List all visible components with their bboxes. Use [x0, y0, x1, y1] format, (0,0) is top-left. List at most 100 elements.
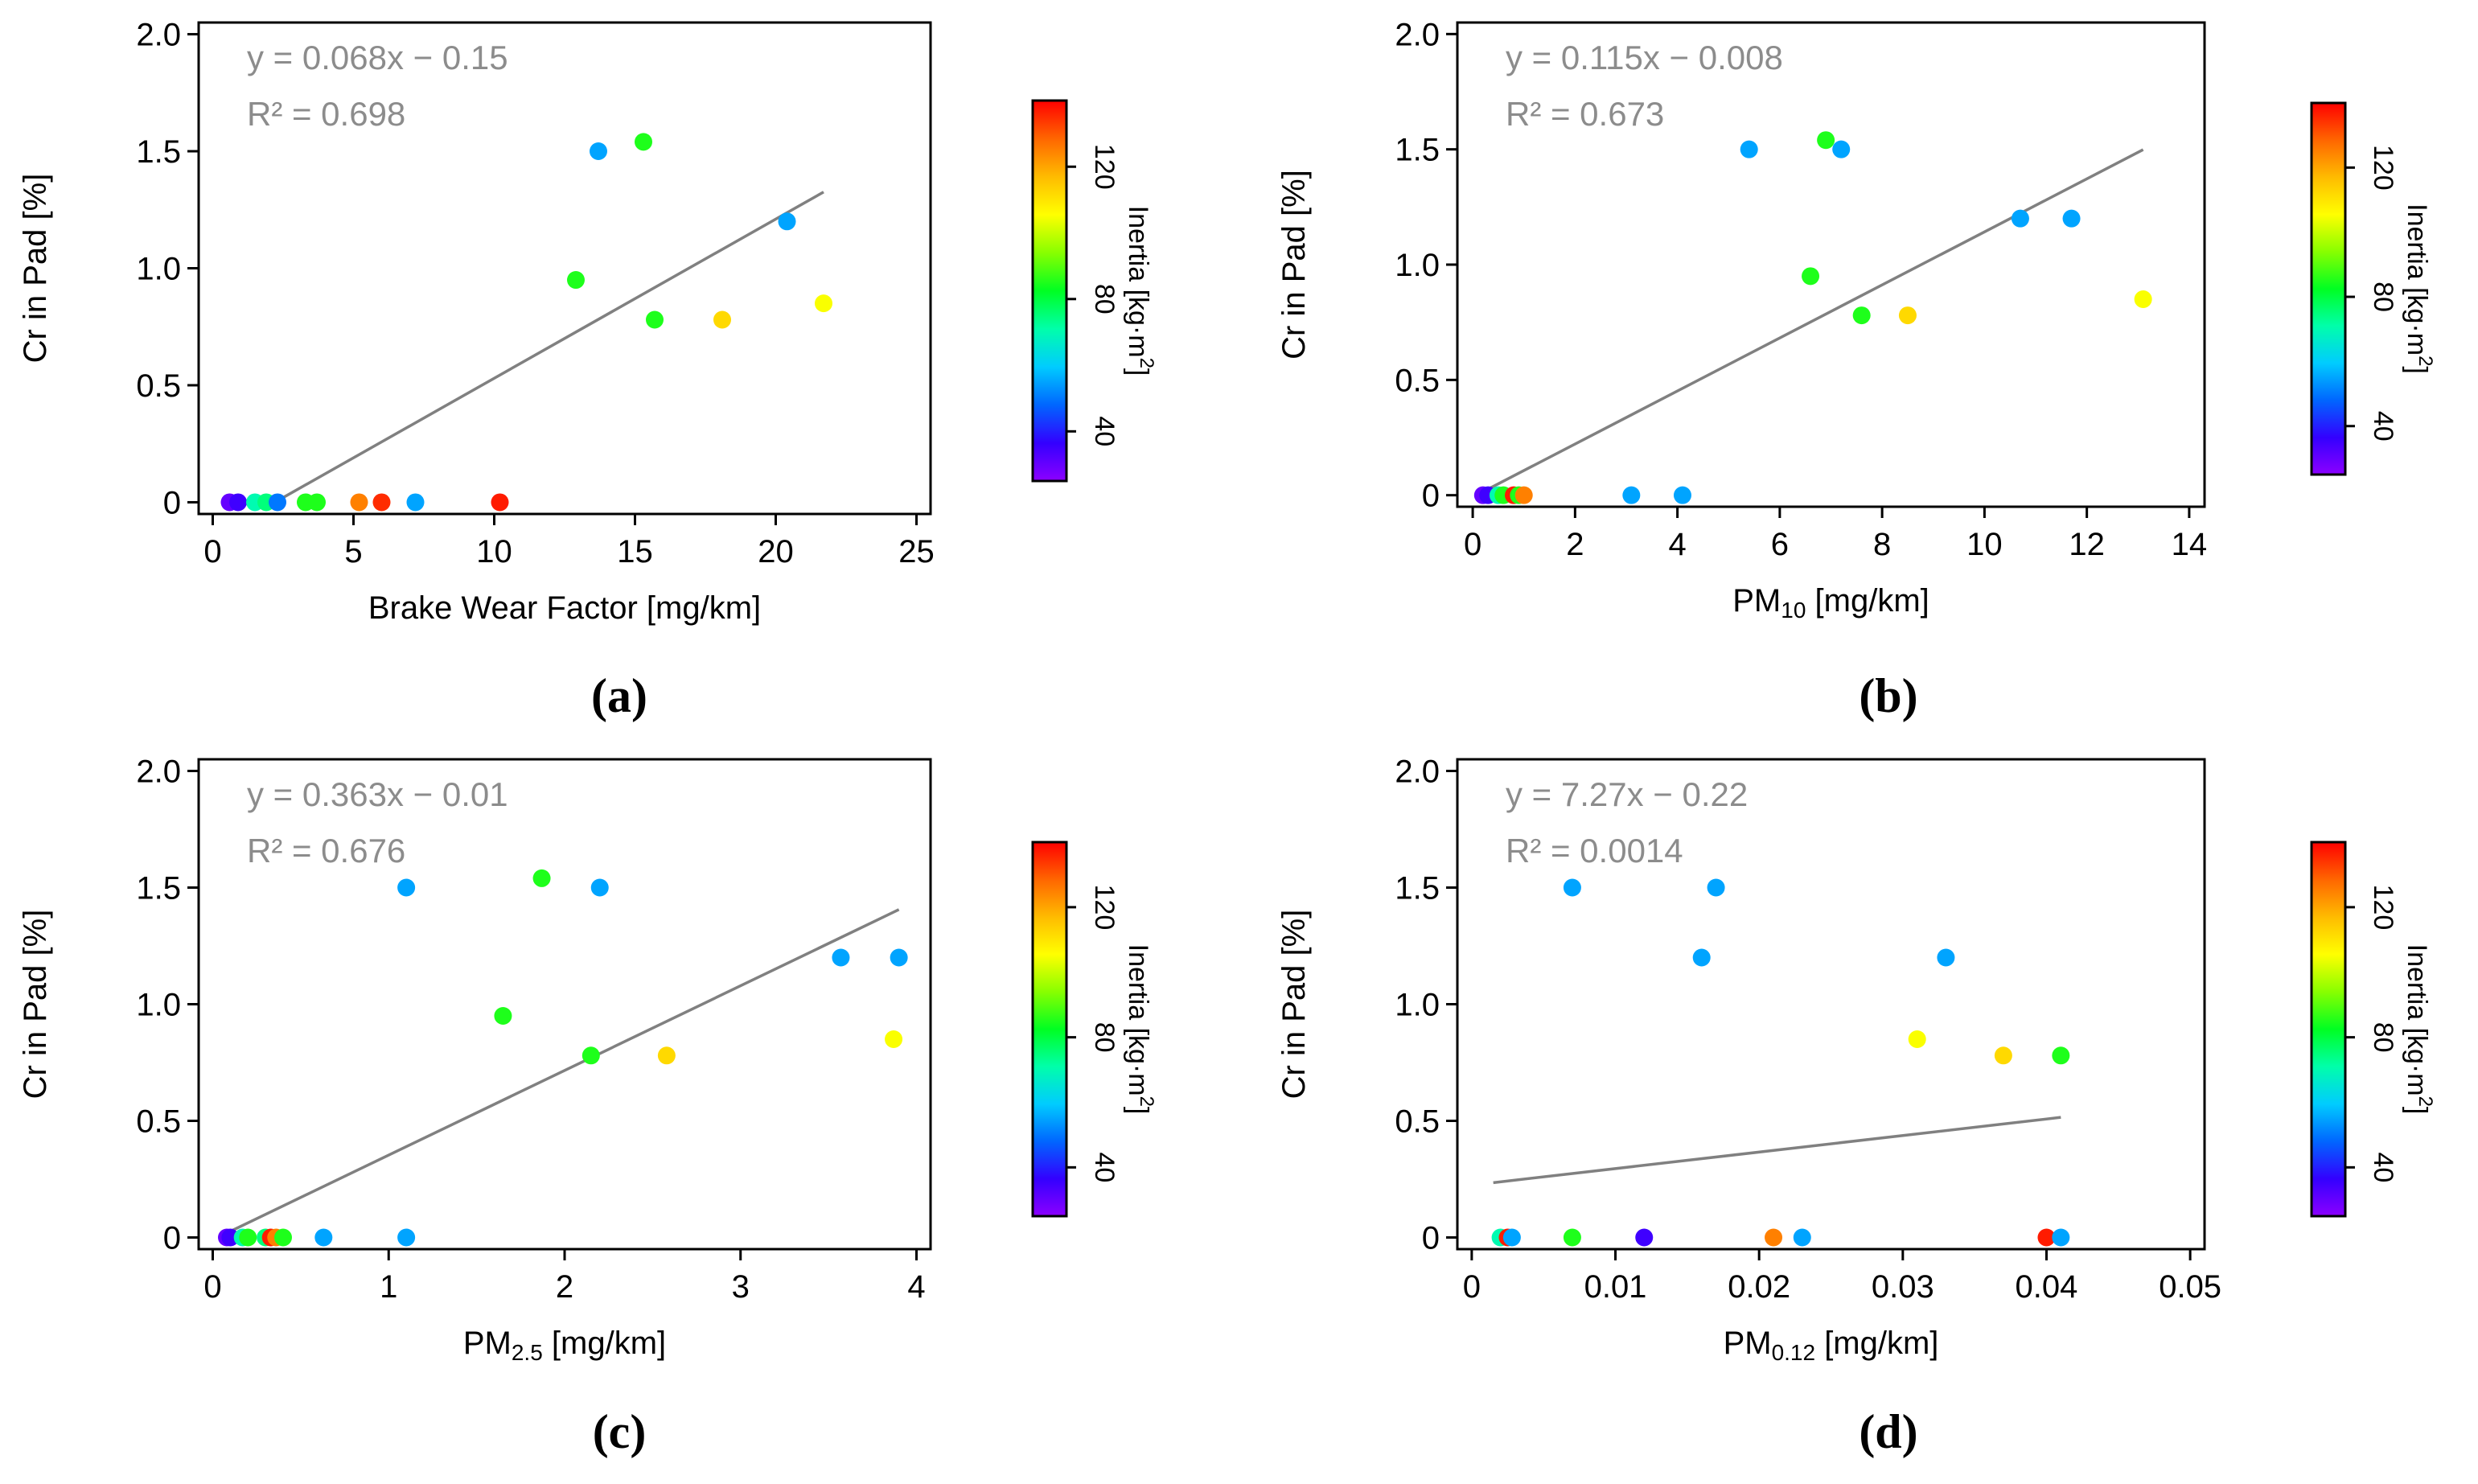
data-point: [372, 493, 391, 512]
y-tick-label: 1.5: [136, 134, 181, 170]
colorbar-label: Inertia [kg·m2]: [1123, 944, 1157, 1115]
y-tick-label: 1.5: [1395, 133, 1440, 168]
y-tick-label: 2.0: [136, 754, 181, 790]
y-tick-label: 1.5: [1395, 871, 1440, 906]
y-tick-label: 1.5: [136, 871, 181, 906]
data-point: [491, 493, 509, 512]
data-point: [2052, 1228, 2070, 1247]
chart-panel-d: 0 0.01 0.02 0.03 0.04 0.05 0 0.5 1.0 1.5 2.0 PM0.12…: [1276, 754, 2436, 1459]
data-point: [815, 294, 832, 313]
regression-line: [1477, 148, 2144, 496]
data-point: [314, 1228, 333, 1247]
data-point: [2037, 1228, 2056, 1247]
colorbar-tick-label: 40: [2368, 1152, 2398, 1182]
data-point: [778, 212, 796, 231]
colorbar-label-close: ]: [2402, 1107, 2432, 1114]
x-tick-label: 0: [1463, 1269, 1481, 1305]
y-tick-label: 0: [163, 1221, 181, 1256]
chart-panel-a: 0 5 10 15 20 25 0 0.5 1.0 1.5 2.0 Brake Wear Factor…: [18, 18, 1157, 722]
data-point: [635, 133, 652, 151]
regression-equation: y = 0.068x − 0.15: [247, 39, 508, 76]
panel-label: (b): [1859, 669, 1917, 722]
x-tick-label: 4: [1668, 527, 1686, 562]
data-point: [274, 1228, 292, 1247]
x-axis-label-unit: [mg/km]: [1806, 583, 1929, 619]
data-point: [532, 869, 551, 887]
y-axis-label: Cr in Pad [%]: [18, 910, 53, 1100]
data-point: [1502, 1228, 1521, 1247]
panel-label: (c): [593, 1405, 647, 1458]
r-squared-value: R² = 0.0014: [1506, 832, 1683, 869]
x-tick-label: 0.05: [2159, 1269, 2221, 1305]
colorbar-tick-label: 80: [2368, 1022, 2398, 1053]
y-tick-label: 1.0: [136, 988, 181, 1023]
regression-line: [273, 191, 824, 504]
data-point: [221, 1228, 240, 1247]
data-point: [1563, 1228, 1581, 1247]
colorbar-scale: [1031, 99, 1068, 483]
y-tick-label: 1.0: [1395, 248, 1440, 283]
x-tick-label: 0: [1464, 527, 1481, 562]
x-tick-label: 2: [1566, 527, 1584, 562]
data-point: [350, 493, 368, 512]
data-point: [1765, 1228, 1783, 1247]
regression-equation: y = 7.27x − 0.22: [1506, 775, 1748, 813]
x-axis-label-subscript: 0.12: [1772, 1340, 1816, 1365]
x-axis-label: PM10 [mg/km]: [1732, 583, 1929, 623]
colorbar-label-close: ]: [2402, 366, 2432, 373]
colorbar-tick-label: 40: [1089, 416, 1120, 446]
colorbar-tick-label: 40: [1089, 1152, 1120, 1182]
colorbar-tick-label: 80: [2368, 282, 2398, 312]
x-tick-label: 0.02: [1728, 1269, 1790, 1305]
data-point: [2134, 290, 2152, 308]
x-axis-label-main: PM: [1724, 1326, 1772, 1361]
data-point: [1673, 486, 1691, 504]
x-axis-label: PM2.5 [mg/km]: [463, 1326, 666, 1365]
data-point: [713, 310, 731, 329]
data-point: [832, 948, 850, 967]
data-point: [269, 493, 286, 512]
colorbar-label-superscript: 2: [1136, 1096, 1157, 1107]
data-point: [2052, 1046, 2070, 1065]
data-point: [239, 1228, 257, 1247]
x-tick-label: 6: [1771, 527, 1789, 562]
data-point: [657, 1046, 676, 1065]
colorbar-tick-label: 40: [2368, 411, 2398, 442]
colorbar-scale: [2310, 841, 2347, 1218]
data-point: [1692, 948, 1711, 967]
colorbar-scale: [1031, 841, 1068, 1218]
x-tick-label: 12: [2069, 527, 2105, 562]
colorbar-tick-label: 80: [1089, 284, 1120, 314]
colorbar-label-superscript: 2: [1136, 358, 1157, 368]
data-point: [1832, 140, 1851, 158]
y-tick-label: 0.5: [136, 368, 181, 404]
y-tick-label: 0: [1422, 479, 1440, 514]
data-point: [1707, 878, 1725, 897]
x-tick-label: 20: [758, 534, 794, 569]
data-point: [590, 142, 607, 161]
data-point: [494, 1007, 512, 1025]
y-tick-label: 1.0: [1395, 988, 1440, 1023]
x-axis-label-main: Brake Wear Factor [mg/km]: [368, 590, 761, 626]
colorbar-label-superscript: 2: [2414, 1096, 2436, 1107]
panel-label: (d): [1859, 1405, 1917, 1458]
r-squared-value: R² = 0.698: [247, 95, 405, 133]
r-squared-value: R² = 0.676: [247, 832, 405, 869]
data-point: [1793, 1228, 1811, 1247]
r-squared-value: R² = 0.673: [1506, 95, 1664, 133]
data-point: [2011, 209, 2029, 228]
data-point: [1514, 486, 1533, 504]
x-axis-label-main: PM: [463, 1326, 512, 1361]
x-tick-label: 0: [203, 534, 221, 569]
data-point: [1740, 140, 1758, 158]
colorbar-label-close: ]: [1123, 1107, 1153, 1114]
data-point: [646, 310, 664, 329]
data-point: [406, 493, 425, 512]
y-tick-label: 0: [1422, 1221, 1440, 1256]
